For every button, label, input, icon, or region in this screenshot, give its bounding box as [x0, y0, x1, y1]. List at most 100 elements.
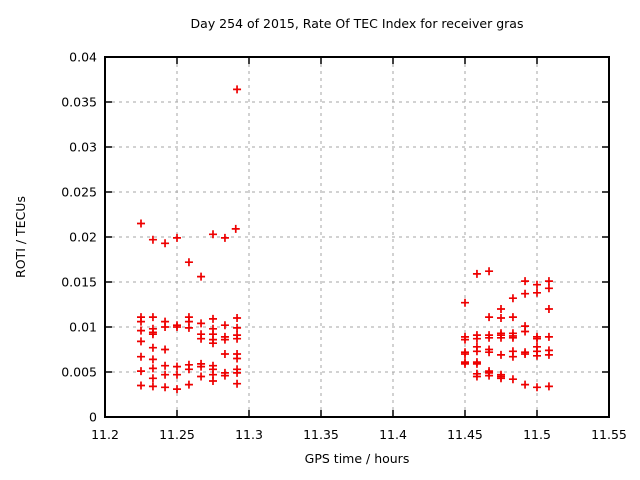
y-tick-label: 0.03 [69, 140, 97, 155]
data-point-marker [521, 327, 530, 336]
data-points [137, 85, 553, 394]
data-point-marker [197, 334, 206, 343]
data-point-marker [472, 372, 481, 381]
data-point-marker [209, 377, 217, 385]
data-point-marker [197, 319, 206, 328]
data-point-marker [197, 372, 206, 381]
data-point-marker [485, 333, 494, 342]
data-point-marker [497, 350, 505, 359]
data-point-marker [233, 368, 242, 377]
data-point-marker [472, 359, 481, 368]
data-point-marker [220, 233, 229, 242]
data-point-marker [173, 370, 181, 379]
data-point-marker [508, 294, 517, 303]
data-point-marker [485, 267, 494, 276]
data-point-marker [544, 277, 553, 286]
data-point-marker [544, 284, 553, 293]
y-axis-label: ROTI / TECUs [13, 196, 28, 278]
x-axis-tick-labels: 11.2 11.25 11.3 11.35 11.4 11.45 11.5 11.55 [91, 427, 627, 442]
data-point-marker [137, 219, 145, 228]
y-tick-label: 0.02 [69, 230, 97, 245]
data-point-marker [148, 235, 157, 244]
data-point-marker [197, 362, 206, 371]
data-point-marker [533, 334, 541, 343]
data-point-marker [161, 361, 170, 370]
data-point-marker [148, 355, 157, 364]
chart-title: Day 254 of 2015, Rate Of TEC Index for r… [191, 16, 524, 31]
data-point-marker [544, 382, 553, 391]
data-point-marker [497, 305, 505, 313]
grid-lines [105, 57, 609, 417]
plot-border [104, 56, 610, 418]
data-point-marker [497, 314, 505, 322]
y-tick-label: 0.04 [69, 50, 97, 65]
x-tick-label: 11.25 [159, 427, 195, 442]
data-point-marker [461, 350, 469, 358]
data-point-marker [209, 230, 217, 239]
data-point-marker [497, 333, 505, 342]
data-point-marker [137, 317, 145, 326]
data-point-marker [148, 374, 157, 383]
x-tick-label: 11.2 [91, 427, 119, 442]
data-point-marker [148, 382, 157, 391]
y-tick-label: 0.01 [69, 320, 97, 335]
data-point-marker [533, 351, 541, 360]
data-point-marker [497, 374, 505, 383]
y-tick-label: 0.035 [61, 95, 97, 110]
data-point-marker [233, 314, 242, 322]
data-point-marker [220, 350, 229, 358]
data-point-marker [209, 314, 217, 323]
data-point-marker [173, 323, 181, 331]
data-point-marker [148, 313, 157, 322]
data-point-marker [508, 333, 517, 342]
data-point-marker [533, 280, 541, 289]
data-point-marker [485, 371, 494, 380]
data-point-marker [161, 323, 170, 331]
data-point-marker [233, 354, 242, 363]
data-point-marker [472, 334, 481, 343]
x-tick-label: 11.35 [303, 427, 339, 442]
x-tick-label: 11.55 [591, 427, 627, 442]
data-point-marker [461, 298, 469, 307]
data-point-marker [148, 330, 157, 339]
data-point-marker [508, 375, 517, 384]
data-point-marker [533, 383, 541, 392]
data-point-marker [137, 337, 145, 346]
data-point-marker [521, 350, 530, 358]
data-point-marker [461, 335, 469, 344]
y-tick-label: 0 [89, 410, 97, 425]
y-tick-label: 0.015 [61, 275, 97, 290]
data-point-marker [209, 339, 217, 348]
data-point-marker [184, 365, 193, 374]
data-point-marker [544, 350, 553, 359]
y-tick-label: 0.005 [61, 365, 97, 380]
data-point-marker [173, 385, 181, 394]
data-point-marker [533, 288, 541, 297]
x-tick-label: 11.5 [523, 427, 551, 442]
data-point-marker [184, 258, 193, 267]
data-point-marker [544, 305, 553, 313]
data-point-marker [197, 272, 206, 281]
data-point-marker [231, 224, 240, 233]
x-tick-label: 11.45 [447, 427, 483, 442]
data-point-marker [485, 348, 494, 357]
data-point-marker [461, 359, 469, 368]
data-point-marker [184, 323, 193, 332]
data-point-marker [521, 380, 530, 389]
data-point-marker [173, 233, 181, 242]
data-point-marker [148, 364, 157, 373]
data-point-marker [137, 352, 145, 361]
data-point-marker [220, 335, 229, 344]
data-point-marker [233, 379, 242, 388]
data-point-marker [173, 362, 181, 371]
data-point-marker [472, 269, 481, 278]
data-point-marker [472, 347, 481, 356]
data-point-marker [521, 277, 530, 286]
data-point-marker [161, 370, 170, 379]
x-tick-label: 11.3 [235, 427, 263, 442]
data-point-marker [137, 381, 145, 390]
data-point-marker [233, 323, 242, 332]
data-point-marker [148, 343, 157, 352]
